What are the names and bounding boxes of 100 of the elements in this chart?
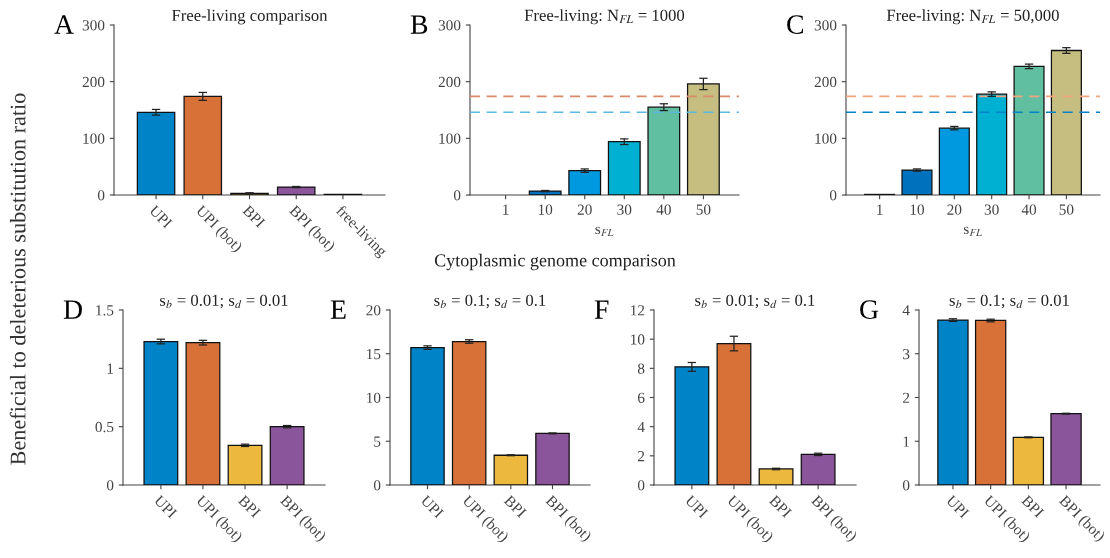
x-tick-label: 10 [538, 204, 553, 215]
text: D [63, 300, 82, 319]
bar [528, 190, 562, 195]
bar [227, 444, 263, 485]
y-axis-title: Beneficial to deleterious substitution ratio [9, 93, 26, 465]
x-axis-title: s$_{FL}$ [963, 226, 982, 236]
bar [974, 319, 1007, 485]
text: A [54, 15, 74, 34]
y-tick-label: 300 [82, 20, 105, 31]
x-tick-label: BPI [1021, 494, 1045, 518]
x-tick-label: 50 [696, 204, 711, 215]
y-tick-label: 8 [637, 363, 645, 374]
x-tick-label: 1 [877, 204, 883, 215]
bar [183, 95, 223, 195]
x-tick-label: UPI [148, 204, 173, 229]
text: B [410, 15, 428, 34]
y-tick-label: 300 [438, 20, 461, 31]
bar [451, 340, 487, 485]
y-tick-label: 1.5 [96, 305, 114, 316]
bar [143, 340, 179, 485]
chart-title: s$_{b}$ = 0.1; s$_{d}$ = 0.1 [434, 294, 546, 309]
y-tick-label: 100 [815, 133, 837, 144]
y-tick-label: 0 [97, 190, 105, 201]
x-tick-label: UPI [153, 494, 178, 519]
bar [276, 186, 316, 195]
bar [136, 111, 176, 195]
text: E [330, 300, 346, 319]
y-tick-label: 4 [902, 305, 910, 316]
chart-title: s$_{b}$ = 0.1; s$_{d}$ = 0.01 [949, 294, 1069, 309]
bar [758, 468, 794, 485]
x-tick-label: UPI [945, 494, 970, 519]
y-tick-label: 0 [637, 480, 645, 491]
y-tick-label: 0.5 [95, 421, 114, 433]
y-tick-label: 3 [903, 348, 910, 360]
y-tick-label: 10 [367, 392, 381, 403]
x-tick-label: 30 [984, 204, 999, 215]
bar [1013, 65, 1045, 195]
x-tick-label: 30 [617, 204, 632, 215]
x-tick-label: UPI [684, 494, 709, 519]
bar [901, 169, 933, 195]
y-tick-label: 1 [107, 363, 114, 374]
y-tick-label: 1 [903, 436, 910, 447]
bar [800, 453, 836, 485]
x-tick-label: 50 [1059, 204, 1074, 215]
bar [535, 432, 570, 485]
bar [976, 93, 1008, 195]
y-tick-label: 200 [82, 76, 105, 88]
y-tick-label: 100 [83, 133, 105, 144]
x-tick-label: 20 [947, 204, 962, 215]
y-tick-label: 2 [638, 451, 645, 462]
y-tick-label: 200 [814, 76, 837, 88]
x-tick-label: UPI (bot) [193, 204, 244, 255]
y-tick-label: 200 [438, 76, 461, 88]
y-tick-label: 0 [453, 190, 461, 201]
x-tick-label: 10 [910, 204, 925, 215]
y-tick-label: 100 [439, 133, 461, 144]
chart-title: s$_{b}$ = 0.01; s$_{d}$ = 0.1 [695, 294, 815, 309]
bar [568, 170, 602, 195]
bar [716, 342, 752, 485]
text: G [860, 300, 879, 319]
bar [493, 454, 529, 485]
chart-title: Free-living comparison [171, 9, 328, 25]
x-tick-label: BPI [237, 494, 262, 518]
bar [1050, 413, 1082, 485]
bar [1050, 49, 1082, 195]
x-tick-label: BPI [242, 204, 266, 228]
x-tick-label: 40 [656, 204, 671, 215]
bar [938, 127, 970, 195]
y-tick-label: 5 [374, 436, 381, 447]
bar [686, 83, 720, 195]
bar [647, 106, 681, 195]
x-tick-label: UPI [420, 494, 445, 519]
bar [269, 426, 305, 485]
x-axis-title: s$_{FL}$ [595, 226, 614, 236]
chart-title: s$_{b}$ = 0.01; s$_{d}$ = 0.01 [160, 294, 288, 309]
y-tick-label: 12 [631, 305, 645, 316]
y-tick-label: 10 [631, 334, 645, 345]
y-tick-label: 0 [106, 480, 114, 491]
text: F [594, 300, 609, 319]
text: Cytoplasmic genome comparison [434, 253, 676, 271]
x-tick-label: BPI [503, 494, 527, 518]
bar [1012, 436, 1045, 485]
y-tick-label: 4 [637, 421, 645, 432]
bar [937, 319, 969, 485]
chart-title: Free-living: N$_{FL}$ = 1000 [524, 9, 685, 25]
x-tick-label: BPI [768, 494, 793, 518]
y-tick-label: 0 [829, 190, 837, 201]
y-tick-label: 300 [814, 20, 837, 31]
y-tick-label: 2 [903, 392, 910, 403]
y-tick-label: 0 [902, 480, 910, 491]
y-tick-label: 15 [367, 348, 381, 360]
bar [607, 141, 641, 195]
x-tick-label: 1 [503, 204, 509, 215]
y-tick-label: 6 [637, 392, 645, 403]
bar [410, 346, 445, 485]
chart-title: Free-living: N$_{FL}$ = 50,000 [886, 9, 1059, 25]
y-tick-label: 0 [373, 480, 381, 491]
text: C [787, 15, 803, 34]
y-tick-label: 20 [366, 305, 381, 316]
bar [185, 342, 221, 485]
